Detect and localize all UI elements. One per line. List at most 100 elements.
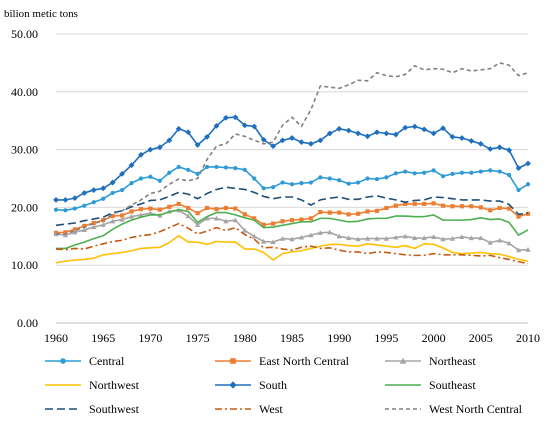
data-point	[204, 215, 210, 221]
data-point	[317, 230, 323, 235]
data-point	[431, 168, 436, 173]
data-point	[271, 185, 276, 190]
data-point	[430, 130, 437, 137]
data-point	[185, 213, 191, 219]
x-tick-label: 1970	[138, 331, 162, 345]
series-line	[55, 166, 529, 212]
legend: Central East North Central Northeast Northw…	[45, 354, 523, 416]
data-point	[393, 234, 399, 240]
data-point	[62, 232, 69, 238]
data-point	[63, 230, 68, 235]
series-northeast	[53, 207, 531, 253]
series-line	[56, 62, 529, 235]
data-point	[223, 218, 229, 224]
legend-label: South	[259, 378, 287, 392]
data-point	[242, 212, 247, 217]
data-point	[279, 236, 286, 241]
data-point	[289, 182, 295, 187]
data-point	[346, 212, 351, 217]
data-point	[270, 143, 277, 150]
data-point	[459, 204, 465, 209]
data-point	[307, 140, 314, 147]
legend-item: East North Central	[215, 354, 350, 368]
data-point	[195, 222, 201, 227]
data-point	[214, 207, 219, 212]
data-point	[156, 144, 163, 151]
data-point	[128, 214, 135, 219]
series-line	[55, 209, 529, 251]
data-point	[242, 227, 248, 233]
data-point	[110, 213, 115, 219]
legend-item: Central	[45, 354, 125, 368]
data-point	[411, 123, 418, 130]
data-point	[412, 235, 418, 241]
data-point	[289, 135, 295, 141]
data-point	[506, 147, 513, 154]
data-point	[280, 180, 285, 185]
data-point	[374, 176, 380, 182]
x-tick-label: 1960	[44, 331, 68, 345]
series-south	[53, 114, 531, 203]
data-point	[318, 175, 323, 180]
data-point	[468, 235, 474, 241]
data-point	[128, 162, 135, 169]
series-line	[55, 234, 529, 264]
x-tick-label: 2010	[516, 331, 540, 345]
data-point	[317, 137, 324, 144]
data-point	[289, 218, 295, 223]
data-point	[336, 125, 343, 132]
series-central	[53, 164, 531, 213]
data-point	[91, 224, 97, 230]
data-point	[252, 216, 257, 221]
data-point	[496, 144, 503, 151]
data-point	[260, 136, 267, 143]
series-line	[55, 222, 529, 265]
data-point	[71, 195, 78, 202]
data-point	[422, 201, 427, 207]
data-point	[232, 114, 239, 121]
data-point	[469, 170, 474, 175]
data-point	[346, 181, 351, 186]
data-point	[459, 135, 465, 141]
data-point	[478, 169, 483, 174]
data-point	[223, 205, 229, 211]
y-axis-label: bilion metic tons	[4, 8, 78, 20]
data-point	[516, 214, 521, 219]
data-point	[392, 131, 399, 138]
data-point	[213, 215, 220, 221]
data-point	[270, 239, 276, 245]
data-point	[223, 165, 229, 170]
data-point	[308, 232, 314, 238]
series-line	[55, 186, 529, 227]
x-tick-label: 2000	[422, 331, 446, 345]
data-point	[72, 227, 77, 232]
data-point	[355, 236, 361, 242]
data-point	[327, 210, 332, 215]
data-point	[497, 237, 503, 243]
data-point	[186, 167, 191, 172]
data-point	[384, 175, 389, 180]
data-point	[449, 236, 456, 241]
data-point	[507, 172, 512, 178]
legend-item: Southwest	[45, 402, 140, 416]
data-point	[252, 176, 257, 181]
data-point	[72, 206, 77, 211]
data-point	[440, 236, 446, 242]
data-point	[62, 196, 69, 203]
legend-item: South	[215, 378, 287, 392]
data-point	[100, 222, 106, 227]
data-point	[60, 358, 66, 364]
data-point	[81, 227, 87, 233]
data-point	[53, 207, 59, 212]
data-point	[402, 124, 409, 131]
data-point	[233, 165, 238, 171]
y-tick-label: 0.00	[17, 316, 38, 330]
data-point	[148, 174, 153, 179]
data-point	[229, 381, 237, 389]
data-point	[233, 206, 238, 211]
data-point	[195, 171, 200, 176]
data-point	[299, 217, 304, 222]
legend-label: Southeast	[429, 378, 476, 392]
data-point	[138, 176, 144, 181]
